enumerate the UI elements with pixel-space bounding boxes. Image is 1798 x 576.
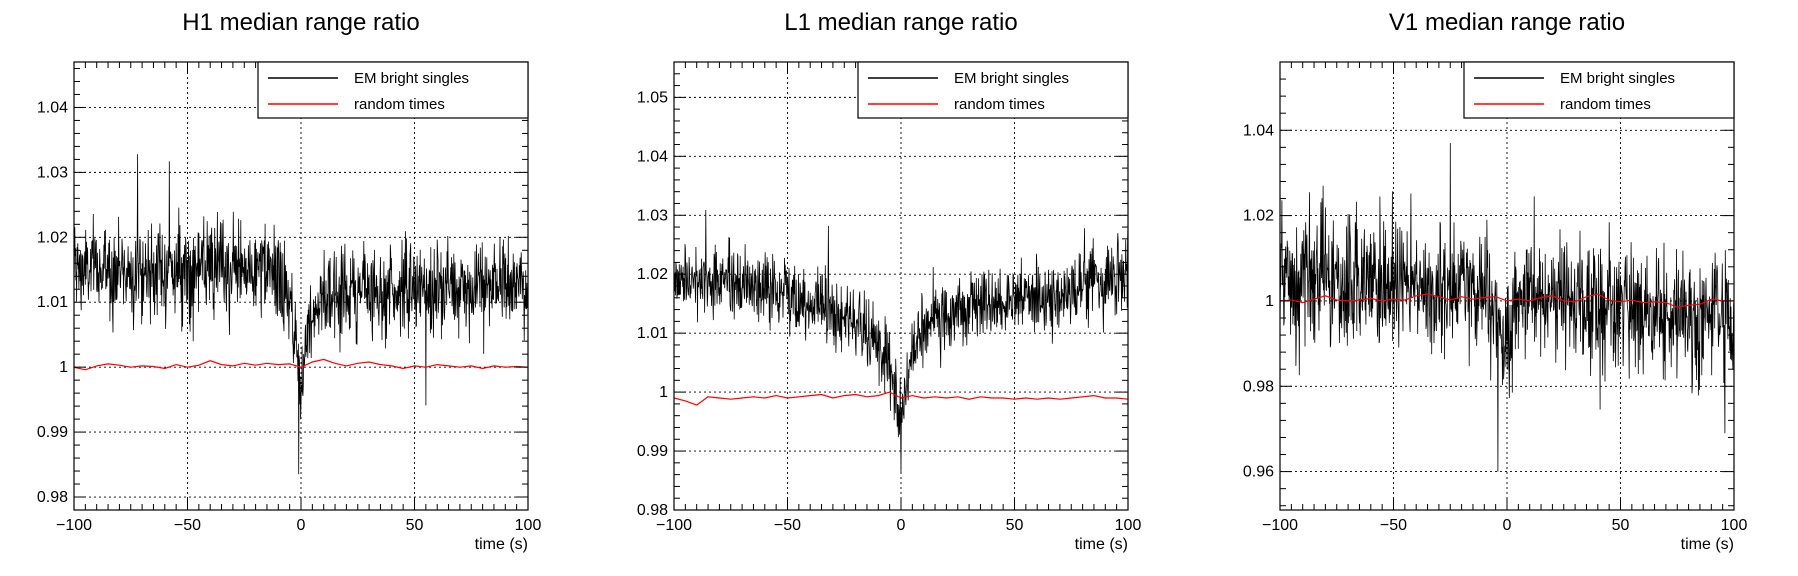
- series-line-random-times: [74, 358, 528, 371]
- y-axis: 0.98 0.99 1 1.01 1.02 1.03 1.04 1.05: [637, 61, 1128, 519]
- series-line-random-times: [1280, 293, 1734, 308]
- legend-label: EM bright singles: [954, 70, 1069, 87]
- y-tick-label: 1.03: [37, 164, 68, 181]
- legend-box: [857, 61, 1129, 119]
- y-tick-label: 1.01: [637, 325, 668, 342]
- x-tick-label: 50: [1006, 517, 1024, 534]
- chart-title: H1 median range ratio: [182, 9, 419, 36]
- y-tick-label: 1.03: [637, 207, 668, 224]
- x-tick-label: −50: [774, 517, 801, 534]
- x-tick-label: 50: [406, 517, 424, 534]
- y-tick-label: 1.04: [1243, 122, 1274, 139]
- y-tick-label: 1.05: [637, 89, 668, 106]
- y-tick-label: 1.02: [1243, 208, 1274, 225]
- chart-panel-2: L1 median range ratio −100 −50 0 50 100 time (…: [637, 9, 1142, 553]
- y-tick-label: 1.02: [637, 266, 668, 283]
- legend-label: random times: [954, 96, 1045, 113]
- x-tick-label: 100: [515, 517, 542, 534]
- y-tick-label: 0.99: [37, 424, 68, 441]
- y-axis: 0.98 0.99 1 1.01 1.02 1.03 1.04: [37, 67, 528, 511]
- x-tick-label: −50: [1380, 517, 1407, 534]
- y-tick-label: 0.96: [1243, 464, 1274, 481]
- x-tick-label: 100: [1721, 517, 1748, 534]
- chart-panel-1: H1 median range ratio −100 −50 0 50 100 time (…: [37, 9, 542, 553]
- y-tick-label: 1.02: [37, 229, 68, 246]
- legend: EM bright singles random times: [257, 61, 529, 119]
- x-axis-label: time (s): [1681, 536, 1734, 553]
- legend-label: EM bright singles: [354, 70, 469, 87]
- series-line-random-times: [674, 391, 1128, 406]
- legend-box: [1463, 61, 1735, 119]
- y-tick-label: 0.98: [1243, 378, 1274, 395]
- x-tick-label: 100: [1115, 517, 1142, 534]
- y-tick-label: 1.04: [37, 99, 68, 116]
- series-line-em-bright-singles: [674, 209, 1128, 473]
- y-tick-label: 1: [59, 359, 68, 376]
- legend: EM bright singles random times: [1463, 61, 1735, 119]
- series-line-em-bright-singles: [74, 154, 528, 475]
- y-tick-label: 1: [1265, 293, 1274, 310]
- legend-label: EM bright singles: [1560, 70, 1675, 87]
- legend: EM bright singles random times: [857, 61, 1129, 119]
- x-tick-label: −100: [1262, 517, 1298, 534]
- y-tick-label: 1.01: [37, 294, 68, 311]
- y-tick-label: 1: [659, 384, 668, 401]
- chart-title: L1 median range ratio: [784, 9, 1017, 36]
- x-tick-label: −100: [56, 517, 92, 534]
- y-tick-label: 0.98: [637, 502, 668, 519]
- legend-label: random times: [1560, 96, 1651, 113]
- legend-box: [257, 61, 529, 119]
- x-axis-label: time (s): [1075, 536, 1128, 553]
- x-tick-label: 0: [1503, 517, 1512, 534]
- chart-title: V1 median range ratio: [1389, 9, 1625, 36]
- x-tick-label: 50: [1612, 517, 1630, 534]
- x-tick-label: −100: [656, 517, 692, 534]
- y-axis: 0.96 0.98 1 1.02 1.04: [1243, 61, 1734, 507]
- y-tick-label: 0.99: [637, 443, 668, 460]
- y-tick-label: 0.98: [37, 489, 68, 506]
- chart-panel-3: V1 median range ratio −100 −50 0 50 100 time (…: [1243, 9, 1748, 553]
- x-tick-label: −50: [174, 517, 201, 534]
- series-line-em-bright-singles: [1280, 143, 1734, 472]
- x-tick-label: 0: [297, 517, 306, 534]
- x-axis-label: time (s): [475, 536, 528, 553]
- legend-label: random times: [354, 96, 445, 113]
- x-axis: −100 −50 0 50 100 time (s): [56, 62, 541, 553]
- x-axis: −100 −50 0 50 100 time (s): [656, 62, 1141, 553]
- x-tick-label: 0: [897, 517, 906, 534]
- y-tick-label: 1.04: [637, 148, 668, 165]
